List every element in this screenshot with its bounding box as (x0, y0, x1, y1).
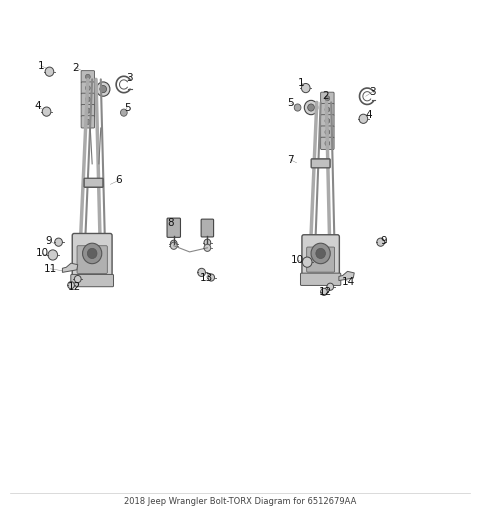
Circle shape (170, 242, 177, 249)
Circle shape (45, 67, 54, 76)
Circle shape (208, 274, 215, 281)
Text: 11: 11 (44, 264, 57, 274)
Text: 4: 4 (34, 101, 41, 112)
Circle shape (308, 104, 314, 111)
Circle shape (294, 104, 301, 111)
FancyBboxPatch shape (300, 273, 341, 286)
Circle shape (325, 130, 330, 135)
Circle shape (83, 243, 102, 264)
Circle shape (302, 257, 312, 267)
FancyBboxPatch shape (307, 247, 335, 272)
FancyBboxPatch shape (321, 137, 334, 150)
Circle shape (316, 248, 325, 259)
FancyBboxPatch shape (302, 234, 339, 278)
Circle shape (55, 238, 62, 246)
Circle shape (325, 107, 330, 112)
Text: 14: 14 (341, 276, 355, 287)
Circle shape (204, 244, 211, 251)
Circle shape (359, 114, 368, 123)
Circle shape (100, 86, 107, 93)
FancyBboxPatch shape (201, 219, 214, 237)
FancyBboxPatch shape (72, 233, 112, 279)
Circle shape (170, 240, 177, 247)
FancyBboxPatch shape (81, 71, 95, 83)
Circle shape (85, 108, 90, 113)
Text: 5: 5 (288, 98, 294, 109)
Circle shape (85, 74, 90, 79)
Text: 13: 13 (200, 272, 213, 283)
Circle shape (327, 283, 334, 290)
FancyBboxPatch shape (81, 82, 95, 94)
FancyBboxPatch shape (321, 115, 334, 127)
FancyBboxPatch shape (71, 274, 113, 287)
Circle shape (198, 268, 205, 276)
Text: 5: 5 (124, 102, 131, 113)
Circle shape (68, 282, 74, 289)
FancyBboxPatch shape (81, 104, 95, 117)
Circle shape (311, 243, 330, 264)
Circle shape (74, 275, 81, 283)
FancyBboxPatch shape (84, 178, 103, 187)
Text: 6: 6 (116, 175, 122, 185)
FancyBboxPatch shape (167, 218, 180, 238)
Text: 7: 7 (287, 155, 294, 165)
Circle shape (321, 288, 327, 295)
Circle shape (85, 97, 90, 102)
Circle shape (204, 239, 211, 246)
Circle shape (85, 86, 90, 91)
Circle shape (85, 119, 90, 124)
FancyBboxPatch shape (321, 126, 334, 138)
FancyBboxPatch shape (81, 116, 95, 128)
Polygon shape (62, 263, 78, 272)
Text: 2: 2 (322, 91, 329, 101)
Text: 10: 10 (291, 255, 304, 265)
FancyBboxPatch shape (81, 93, 95, 105)
Circle shape (325, 141, 330, 146)
Polygon shape (339, 271, 354, 281)
Text: 10: 10 (36, 248, 49, 259)
Text: 12: 12 (68, 282, 81, 292)
Circle shape (120, 109, 127, 116)
Circle shape (42, 107, 51, 116)
Text: 2: 2 (72, 62, 79, 73)
Circle shape (304, 100, 318, 115)
Text: 2018 Jeep Wrangler Bolt-TORX Diagram for 6512679AA: 2018 Jeep Wrangler Bolt-TORX Diagram for… (124, 497, 356, 506)
FancyBboxPatch shape (321, 103, 334, 116)
Text: 8: 8 (167, 218, 174, 228)
Text: 12: 12 (319, 287, 332, 297)
Circle shape (325, 118, 330, 123)
Text: 1: 1 (298, 78, 305, 88)
Text: 3: 3 (126, 73, 133, 83)
Text: 9: 9 (381, 236, 387, 246)
FancyBboxPatch shape (311, 159, 330, 168)
Circle shape (48, 250, 58, 260)
FancyBboxPatch shape (77, 246, 108, 273)
Circle shape (87, 248, 97, 259)
Text: 3: 3 (369, 87, 375, 97)
Circle shape (377, 238, 384, 246)
Text: 4: 4 (365, 110, 372, 120)
Circle shape (301, 83, 310, 93)
Text: 9: 9 (46, 236, 52, 246)
FancyBboxPatch shape (321, 92, 334, 104)
Circle shape (325, 96, 330, 101)
Circle shape (96, 82, 110, 96)
Text: 1: 1 (37, 60, 44, 71)
